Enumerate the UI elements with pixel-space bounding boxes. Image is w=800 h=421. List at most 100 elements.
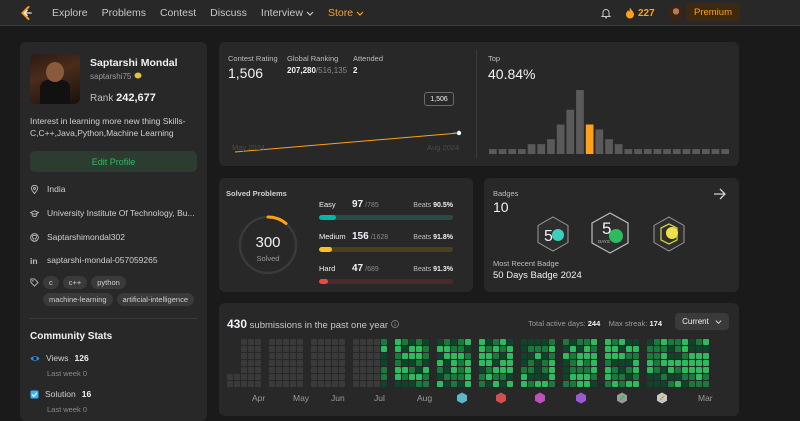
heatmap-cell (626, 360, 632, 366)
heatmap-cell (241, 339, 247, 345)
info-icon[interactable] (390, 320, 399, 328)
heatmap-cell (493, 339, 499, 345)
heatmap-cell (549, 353, 555, 359)
nav-discuss[interactable]: Discuss (210, 7, 247, 19)
badges-count: 10 (493, 199, 509, 215)
month-badge-icon[interactable] (575, 392, 587, 404)
heatmap-cell (255, 374, 261, 380)
heatmap-cell (409, 374, 415, 380)
heatmap-cell (647, 381, 653, 387)
nav-contest[interactable]: Contest (159, 7, 197, 19)
nav-explore[interactable]: Explore (52, 7, 88, 19)
skill-tag[interactable]: python (91, 276, 126, 289)
leetcode-logo-icon[interactable] (18, 5, 34, 21)
heatmap-cell (584, 360, 590, 366)
heatmap-cell (451, 381, 457, 387)
nav-store[interactable]: Store (328, 7, 364, 19)
user-avatar[interactable] (668, 5, 684, 21)
heatmap-cell (402, 339, 408, 345)
chevron-down-icon (715, 320, 722, 324)
heatmap-cell (521, 367, 527, 373)
skill-tag[interactable]: machine-learning (43, 293, 113, 306)
heatmap-cell (332, 374, 338, 380)
heatmap-cell (318, 346, 324, 352)
heatmap-cell (521, 381, 527, 387)
linkedin-icon: in (30, 256, 38, 265)
svg-text:5: 5 (544, 228, 553, 245)
solution-value: 16 (81, 389, 92, 399)
heatmap-cell (451, 367, 457, 373)
heatmap-cell (605, 353, 611, 359)
heatmap-cell (535, 339, 541, 345)
linkedin-row[interactable]: in saptarshi-mondal-057059265 (30, 255, 158, 265)
heatmap-cell (668, 367, 674, 373)
rank-label: Rank (90, 93, 114, 104)
heatmap-cell (591, 346, 597, 352)
year-selector[interactable]: Current (675, 313, 729, 330)
nav-problems[interactable]: Problems (101, 7, 146, 19)
histogram-bar (605, 139, 613, 154)
heatmap-cell (542, 346, 548, 352)
heatmap-cell (423, 339, 429, 345)
badge-50-days-2023-icon[interactable]: 5 (536, 216, 570, 252)
heatmap-cell (248, 360, 254, 366)
heatmap-cell (241, 353, 247, 359)
edit-profile-button[interactable]: Edit Profile (30, 151, 197, 172)
year-selector-label: Current (682, 317, 709, 326)
rating-tooltip: 1,506 (424, 92, 454, 106)
month-badge-icon[interactable] (616, 392, 628, 404)
heatmap-cell (500, 367, 506, 373)
badge-50-days-2024-icon[interactable]: 5 DAYS (590, 212, 630, 254)
top-percentage: 40.84% (488, 66, 536, 82)
heatmap-cell (234, 381, 240, 387)
github-link[interactable]: Saptarshimondal302 (47, 232, 125, 242)
submission-heatmap[interactable] (227, 339, 732, 389)
github-row[interactable]: Saptarshimondal302 (30, 232, 125, 242)
arrow-right-icon[interactable] (713, 188, 727, 200)
heatmap-cell (248, 339, 254, 345)
heatmap-cell (696, 360, 702, 366)
premium-button[interactable]: Premium (686, 3, 740, 22)
streak-counter[interactable]: 227 (625, 7, 655, 19)
heatmap-cell (479, 353, 485, 359)
checkbox-icon (30, 390, 39, 398)
heatmap-cell (283, 381, 289, 387)
heatmap-cell (633, 367, 639, 373)
heatmap-cell (500, 346, 506, 352)
heatmap-cell (367, 374, 373, 380)
attended-label: Attended (353, 54, 384, 63)
month-badge-icon[interactable] (456, 392, 468, 404)
month-badge-icon[interactable] (495, 392, 507, 404)
badge-annual-icon[interactable] (652, 216, 686, 252)
histogram-bar (663, 149, 671, 154)
heatmap-cell (465, 367, 471, 373)
skill-tag[interactable]: c (43, 276, 59, 289)
heatmap-cell (360, 346, 366, 352)
heatmap-cell (633, 381, 639, 387)
nav-interview[interactable]: Interview (261, 7, 314, 19)
heatmap-cell (409, 353, 415, 359)
rating-line-chart[interactable] (229, 124, 469, 154)
notification-bell[interactable] (600, 7, 612, 21)
heatmap-cell (297, 346, 303, 352)
rating-histogram[interactable] (489, 88, 729, 154)
skill-tag[interactable]: c++ (62, 276, 88, 289)
month-badge-icon[interactable] (656, 392, 668, 404)
solved-ring-chart[interactable] (237, 214, 299, 276)
heatmap-cell (500, 339, 506, 345)
heatmap-cell (675, 360, 681, 366)
heatmap-cell (332, 346, 338, 352)
skill-tag[interactable]: artificial-intelligence (116, 293, 194, 306)
heatmap-cell (451, 346, 457, 352)
top-navbar: Explore Problems Contest Discuss Intervi… (0, 0, 800, 26)
heatmap-cell (626, 381, 632, 387)
linkedin-link[interactable]: saptarshi-mondal-057059265 (47, 255, 158, 265)
heatmap-cell (703, 367, 709, 373)
heatmap-cell (374, 381, 380, 387)
heatmap-cell (283, 374, 289, 380)
month-badge-icon[interactable] (534, 392, 546, 404)
heatmap-cell (647, 367, 653, 373)
heatmap-cell (703, 360, 709, 366)
heatmap-cell (444, 346, 450, 352)
heatmap-cell (367, 353, 373, 359)
